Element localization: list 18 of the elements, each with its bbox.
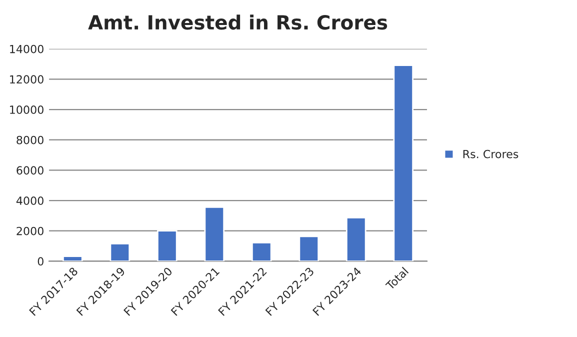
y-tick-label: 14000 [10,44,44,54]
bar [346,216,366,262]
y-tick-label: 10000 [10,106,44,114]
y-tick-label: 8000 [16,136,44,144]
y-tick-label: 4000 [16,196,44,205]
y-tick-label: 0 [38,257,44,266]
bar [251,242,272,262]
y-tick-label: 2000 [16,226,44,236]
bar [110,243,130,262]
bar [298,236,320,262]
y-tick-label: 6000 [16,166,44,175]
bar [62,256,83,262]
bar [157,230,178,262]
bar [204,206,225,262]
bar [393,64,414,262]
chart-title: Amt. Invested in Rs. Crores [88,14,388,30]
legend-label: Rs. Crores [463,150,518,158]
y-tick-label: 12000 [10,75,44,84]
